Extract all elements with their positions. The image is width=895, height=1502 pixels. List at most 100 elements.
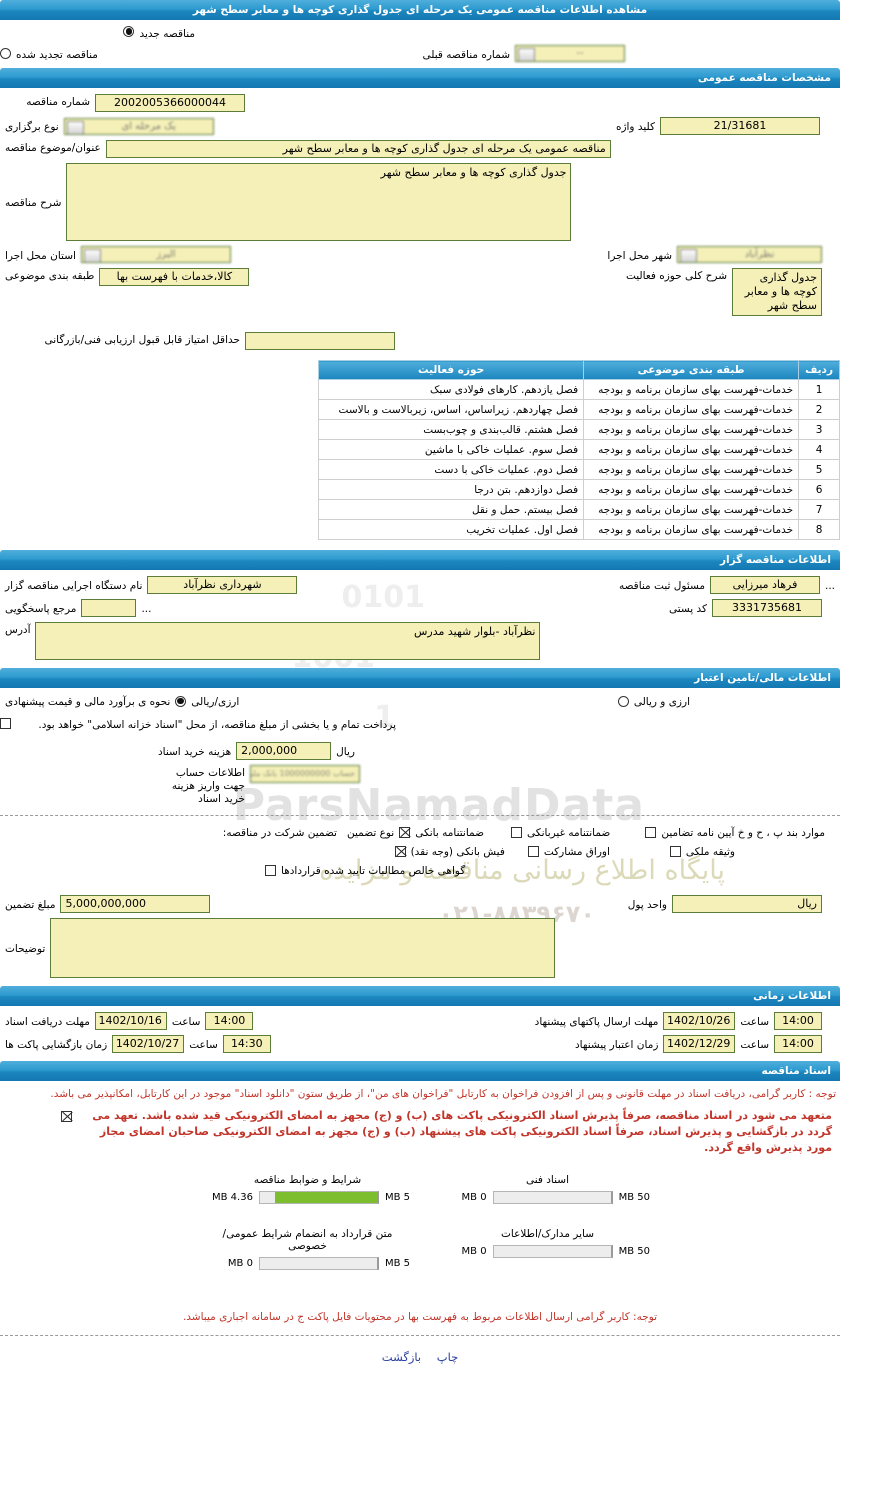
guarantee-option-3-checkbox[interactable] [645,826,657,838]
validity-time[interactable]: 14:00 [774,1035,822,1053]
guarantee-option-6-checkbox[interactable] [669,845,681,857]
table-row[interactable]: 5 خدمات-فهرست بهای سازمان برنامه و بودجه… [318,459,840,480]
activity-scope-field[interactable]: جدول گذاری کوچه ها و معابر سطح شهر [732,268,822,316]
radio-arz-rial[interactable] [617,695,629,707]
opening-hour-label: ساعت [189,1039,218,1051]
guarantee-option-5-checkbox[interactable] [527,845,539,857]
agency-field[interactable]: شهرداری نظرآباد [147,576,298,594]
activity-table-body: 1 خدمات-فهرست بهای سازمان برنامه و بودجه… [318,379,840,540]
receive-docs-date[interactable]: 1402/10/16 [94,1012,167,1030]
guarantee-option-4-checkbox[interactable] [394,845,406,857]
guarantee-type-label: نوع تضمین [346,827,395,839]
print-button[interactable]: چاپ [436,1350,459,1364]
radio-rial[interactable] [175,695,187,707]
guarantee-option-1-checkbox[interactable] [399,826,411,838]
postal-code-label: کد پستی [668,603,707,615]
docs-cost-field[interactable]: 2,000,000 [236,742,332,760]
previous-tender-number-select[interactable]: -- [515,45,625,62]
cell-category: خدمات-فهرست بهای سازمان برنامه و بودجه [583,439,800,460]
file-3-progress: 5 MB 0 MB [205,1257,410,1270]
submit-deadline-label: مهلت ارسال پاکتهای پیشنهاد [534,1016,659,1028]
estimate-method-label: نحوه ی برآورد مالی و قیمت پیشنهادی [5,696,171,708]
validity-date[interactable]: 1402/12/29 [663,1035,736,1053]
footer-divider [0,1335,840,1336]
opening-date[interactable]: 1402/10/27 [112,1035,185,1053]
cell-category: خدمات-فهرست بهای سازمان برنامه و بودجه [583,499,800,520]
activity-table: ردیف طبقه بندی موضوعی حوزه فعالیت 1 خدما… [318,360,840,540]
col-activity-scope: حوزه فعالیت [318,360,585,380]
opening-time[interactable]: 14:30 [222,1035,271,1053]
tender-subject-field[interactable]: مناقصه عمومی یک مرحله ای جدول گذاری کوچه… [105,140,611,158]
cell-row-number: 2 [798,399,840,420]
tender-number-label: شماره مناقصه [26,96,90,108]
table-row[interactable]: 1 خدمات-فهرست بهای سازمان برنامه و بودجه… [318,379,840,400]
guarantee-amount-field[interactable]: 5,000,000,000 [60,895,211,913]
category-field[interactable]: کالا،خدمات با فهرست بها [99,268,250,286]
receive-docs-time[interactable]: 14:00 [205,1012,254,1030]
back-button[interactable]: بازگشت [381,1350,422,1364]
section-timing-title: اطلاعات زمانی [0,986,840,1006]
guarantee-option-2-checkbox[interactable] [511,826,523,838]
file-4-max: 50 MB [618,1246,650,1257]
answering-field[interactable] [81,599,137,617]
cell-row-number: 3 [798,419,840,440]
min-technical-score-field[interactable] [245,332,395,350]
commitment-checkbox[interactable] [61,1111,72,1122]
footer-actions: چاپ بازگشت [0,1350,840,1364]
file-1-label: شرایط و ضوابط مناقصه [253,1174,362,1186]
answering-more-icon[interactable]: ... [141,603,152,615]
table-row[interactable]: 3 خدمات-فهرست بهای سازمان برنامه و بودجه… [318,419,840,440]
guarantee-option-5-label: اوراق مشارکت [543,846,610,858]
holding-type-select[interactable]: یک مرحله ای [63,117,214,135]
table-row[interactable]: 4 خدمات-فهرست بهای سازمان برنامه و بودجه… [318,439,840,460]
currency-unit-field[interactable]: ریال [672,895,822,913]
cell-category: خدمات-فهرست بهای سازمان برنامه و بودجه [583,479,800,500]
cell-scope: فصل دوم. عملیات خاکی با دست [318,459,585,480]
keyword-field[interactable]: 21/31681 [660,117,820,135]
table-row[interactable]: 6 خدمات-فهرست بهای سازمان برنامه و بودجه… [318,479,840,500]
table-row[interactable]: 7 خدمات-فهرست بهای سازمان برنامه و بودجه… [318,499,840,520]
cell-row-number: 4 [798,439,840,460]
registrar-more-icon[interactable]: ... [824,580,835,592]
submit-deadline-date[interactable]: 1402/10/26 [663,1012,736,1030]
guarantee-option-7-label: گواهی خالص مطالبات تایید شده قراردادها [281,865,466,877]
file-2-used: 0 MB [461,1192,487,1203]
cell-row-number: 1 [798,379,840,400]
radio-new-tender[interactable] [123,26,135,37]
city-select[interactable]: نظرآباد [677,246,822,263]
guarantee-option-7-checkbox[interactable] [265,864,276,876]
address-field[interactable]: نظرآباد -بلوار شهید مدرس [35,622,541,660]
radio-renewed-tender[interactable] [0,48,11,59]
file-2-label: اسناد فنی [525,1174,570,1186]
tender-number-field[interactable]: 2002005366000044 [95,94,245,112]
footer-notice: توجه: کاربر گرامی ارسال اطلاعات مربوط به… [182,1311,658,1323]
tender-description-field[interactable]: جدول گذاری کوچه ها و معابر سطح شهر [66,163,572,241]
file-2-progress: 50 MB 0 MB [445,1191,650,1204]
treasury-checkbox[interactable] [0,718,11,729]
guarantee-participation-label: تضمین شرکت در مناقصه: [222,827,337,839]
table-row[interactable]: 8 خدمات-فهرست بهای سازمان برنامه و بودجه… [318,519,840,540]
guarantee-notes-field[interactable] [50,918,556,978]
file-1-bar [258,1191,379,1204]
postal-code-field[interactable]: 3331735681 [712,599,822,617]
province-select[interactable]: البرز [80,246,231,263]
account-info-field[interactable]: حساب 1000000000 بانک ملی [250,765,360,783]
docs-cost-label: هزینه خرید اسناد [157,746,232,758]
registrar-field[interactable]: فرهاد میرزایی [709,576,820,594]
option-rial-label: ارزی/ریالی [191,696,240,708]
cell-scope: فصل اول. عملیات تخریب [318,519,585,540]
file-4-progress: 50 MB 0 MB [445,1245,650,1258]
cell-scope: فصل بیستم. حمل و نقل [318,499,585,520]
cell-row-number: 7 [798,499,840,520]
address-label: آدرس [5,624,31,636]
file-2-bar [492,1191,613,1204]
guarantee-notes-label: توضیحات [5,943,46,955]
col-category: طبقه بندی موضوعی [583,360,800,380]
table-row[interactable]: 2 خدمات-فهرست بهای سازمان برنامه و بودجه… [318,399,840,420]
file-1-used: 4.36 MB [211,1192,253,1203]
cell-scope: فصل چهاردهم. زیراساس، اساس، زیربالاست و … [318,399,585,420]
submit-deadline-time[interactable]: 14:00 [774,1012,822,1030]
registrar-label: مسئول ثبت مناقصه [618,580,705,592]
cell-scope: فصل دوازدهم. بتن درجا [318,479,585,500]
